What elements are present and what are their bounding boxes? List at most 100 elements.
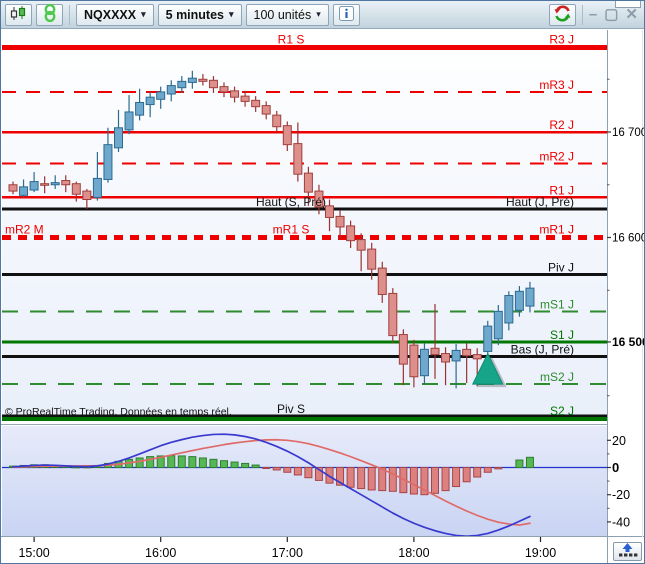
chevron-down-icon: ▾ (229, 9, 234, 19)
candle-down (293, 143, 303, 175)
candle-down (40, 183, 50, 186)
candle-up (177, 80, 187, 89)
candle-up (493, 310, 503, 340)
histogram-bar-up (515, 459, 524, 468)
candle-up (483, 325, 493, 352)
candle-down (462, 348, 472, 357)
histogram-bar-up (230, 461, 239, 468)
info-button[interactable] (332, 3, 360, 26)
candle-up (451, 349, 461, 362)
candle-up (114, 127, 123, 149)
units-selector[interactable]: 100 unités ▾ (245, 3, 329, 26)
level-label-Bas: Bas (J, Pré) (511, 343, 574, 357)
price-axis-label: 16 600 (612, 233, 645, 245)
toolbar: NQXXXX ▾ 5 minutes ▾ 100 unités ▾ (1, 1, 644, 29)
level-label-S2J: S2 J (550, 404, 574, 418)
units-label: 100 unités (253, 7, 312, 22)
time-axis-label: 17:00 (272, 546, 303, 560)
level-label-R1J: R1 J (549, 183, 574, 197)
chart-type-button[interactable] (5, 3, 32, 26)
histogram-bar-up (198, 457, 207, 469)
level-label-Haut: Haut (J, Pré) (506, 195, 574, 209)
candle-up (514, 290, 524, 311)
expand-panel-button[interactable] (613, 542, 642, 561)
candle-down (409, 344, 419, 378)
histogram-bar-up (135, 457, 144, 469)
histogram-bar-down (346, 467, 355, 488)
indicator-group (2, 433, 607, 536)
candle-up (29, 181, 39, 191)
candle-down (251, 99, 261, 108)
histogram-bar-down (378, 467, 387, 492)
level-label-S1J: S1 J (550, 328, 574, 342)
refresh-button[interactable] (548, 3, 576, 26)
histogram-bar-up (209, 458, 218, 468)
candle-down (71, 183, 81, 195)
price-axis-label: 16 500 (612, 335, 645, 349)
candles-group[interactable] (8, 70, 535, 389)
candle-down (314, 190, 324, 208)
histogram-bar-up (188, 456, 197, 468)
arrow-up-icon (617, 543, 638, 560)
level-label-PivS: Piv S (277, 402, 305, 416)
indicator-axis-label: -20 (612, 488, 630, 502)
candle-down (240, 95, 250, 102)
instrument-label: NQXXXX (84, 7, 137, 22)
histogram-bar-down (262, 467, 271, 469)
histogram-bar-down (283, 467, 292, 473)
candle-down (303, 172, 313, 193)
histogram-bar-up (241, 462, 250, 469)
candle-down (208, 79, 218, 89)
histogram-bar-down (409, 467, 418, 495)
chevron-down-icon: ▾ (316, 9, 321, 19)
maximize-button[interactable]: ▢ (604, 6, 619, 23)
close-button[interactable]: ✕ (625, 6, 638, 23)
link-icon (42, 3, 58, 25)
histogram-bar-up (167, 455, 176, 468)
histogram-bar-up (146, 456, 155, 468)
candle-down (346, 225, 356, 242)
candlestick-chart-icon (10, 5, 27, 25)
candle-down (335, 215, 345, 228)
candle-down (398, 334, 408, 365)
minimize-button[interactable]: – (588, 6, 598, 23)
candle-up (187, 77, 197, 83)
histogram-bar-down (293, 467, 302, 476)
indicator-axis-label: -40 (612, 515, 630, 529)
candle-down (388, 292, 398, 337)
candle-up (145, 96, 155, 106)
candle-up (135, 101, 145, 116)
histogram-bar-up (525, 456, 534, 468)
candle-up (124, 111, 134, 131)
histogram-bar-down (388, 467, 397, 492)
candle-down (441, 353, 451, 363)
indicator-plot-area[interactable] (2, 426, 607, 536)
level-label-mR3J: mR3 J (539, 78, 574, 92)
link-button[interactable] (36, 3, 63, 26)
candle-up (103, 144, 113, 180)
candle-down (230, 90, 240, 98)
candle-down (61, 180, 71, 186)
level-label-Haut: Haut (S, Pré) (256, 195, 326, 209)
histogram-bar-down (314, 467, 323, 481)
indicator-axis-label: 0 (612, 460, 619, 475)
level-label-mR2J: mR2 J (539, 150, 574, 164)
candle-up (525, 287, 535, 307)
instrument-selector[interactable]: NQXXXX ▾ (76, 3, 154, 26)
level-label-mR1: mR1 J (539, 223, 574, 237)
histogram-bar-up (177, 455, 186, 469)
main-chart-group: © ProRealTime Trading. Données en temps … (2, 33, 607, 421)
time-axis-label: 16:00 (145, 546, 176, 560)
histogram-bar-down (304, 467, 313, 479)
timeframe-label: 5 minutes (165, 7, 224, 22)
chevron-down-icon: ▾ (141, 9, 146, 19)
buy-signal-marker[interactable] (471, 352, 504, 385)
refresh-icon (553, 4, 572, 26)
timeframe-selector[interactable]: 5 minutes ▾ (157, 3, 242, 26)
toolbar-separator (581, 4, 583, 25)
candle-up (19, 186, 29, 196)
level-label-mS1J: mS1 J (540, 297, 574, 311)
level-label-mS2J: mS2 J (540, 370, 574, 384)
